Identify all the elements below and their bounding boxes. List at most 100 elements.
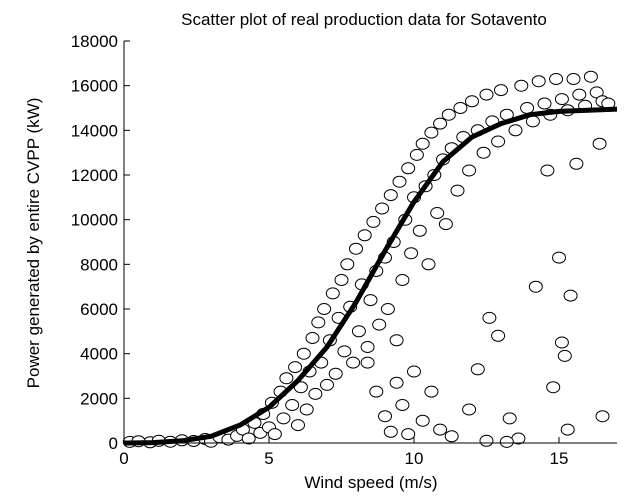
data-point [583,70,598,83]
x-tick-label: 5 [264,449,273,468]
data-point [328,367,343,380]
data-point [299,403,314,416]
data-point [349,242,363,255]
data-point [479,88,494,101]
y-tick-label: 18000 [71,32,118,51]
data-point [453,102,468,114]
data-point [308,387,323,400]
data-point [438,218,453,231]
y-tick-label: 2000 [80,389,118,408]
data-point [491,135,506,148]
data-point [595,410,610,423]
y-tick-label: 14000 [71,121,118,140]
x-tick-label: 10 [405,449,424,468]
y-tick-label: 4000 [80,345,118,364]
data-point [569,157,584,170]
y-tick-label: 16000 [71,77,118,96]
data-point [430,207,445,219]
axes [123,40,617,444]
y-tick-label: 0 [109,434,118,453]
scatter-points [122,70,616,449]
chart-title: Scatter plot of real production data for… [181,10,547,29]
x-axis-label: Wind speed (m/s) [304,473,437,492]
data-point [470,363,485,376]
data-point [305,332,320,344]
y-tick-label: 12000 [71,166,118,185]
data-point [389,376,404,389]
data-point [383,189,398,202]
data-point [409,148,424,161]
data-point [433,423,448,436]
data-point [528,280,543,293]
data-point [276,412,291,425]
data-point [392,175,407,188]
data-point [378,410,392,423]
y-axis-label: Power generated by entire CVPP (kW) [24,98,43,389]
data-point [337,345,352,358]
data-point [424,126,439,139]
data-point [450,184,465,197]
data-point [279,372,294,385]
data-point [566,73,581,85]
data-point [383,425,398,438]
fit-curve-group [123,106,618,446]
y-tick-label: 6000 [80,300,118,319]
data-point [285,399,300,411]
data-point [441,108,456,121]
data-point [531,75,546,88]
data-point [462,403,477,416]
data-point [389,334,404,347]
data-point [552,251,566,264]
data-point [241,432,256,445]
data-point [363,294,378,307]
data-point [317,303,332,315]
data-point [291,419,305,432]
data-point [325,287,340,300]
data-point [404,247,419,260]
data-point [412,224,427,237]
data-point [415,137,430,150]
data-point [369,385,384,398]
data-point [589,86,604,99]
data-point [395,274,410,286]
data-point [508,124,523,137]
data-point [502,412,517,425]
data-point [401,162,416,175]
data-point [366,215,381,228]
data-point [375,202,390,215]
data-point [346,356,361,369]
data-point [320,378,334,391]
data-point [357,229,372,242]
data-point [433,117,448,130]
data-point [537,97,552,110]
data-point [592,137,607,150]
data-point [546,381,561,394]
data-point [514,79,529,92]
data-point [572,88,587,101]
data-point [288,361,303,374]
data-point [372,318,387,331]
data-point [511,432,526,445]
data-point [499,435,514,448]
y-tick-label: 8000 [80,255,118,274]
data-point [340,258,355,271]
data-point [540,164,555,177]
data-point [360,356,375,369]
data-point [401,428,416,441]
data-point [476,146,491,159]
data-point [554,93,569,106]
data-point [494,84,508,97]
tick-labels: 0 5 10 15 0 2000 4000 6000 8000 10000 12000 14000 16… [71,32,569,468]
data-point [491,329,506,342]
fit-curve [123,106,618,446]
data-point [351,325,366,338]
data-point [479,434,494,447]
data-point [563,289,578,302]
data-point [267,428,282,441]
data-point [560,423,575,436]
data-point [296,347,311,360]
data-point [482,311,497,324]
data-point [421,258,436,271]
y-tick-label: 10000 [71,211,118,230]
